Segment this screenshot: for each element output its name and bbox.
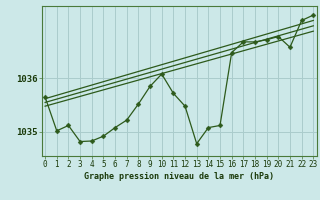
X-axis label: Graphe pression niveau de la mer (hPa): Graphe pression niveau de la mer (hPa) — [84, 172, 274, 181]
